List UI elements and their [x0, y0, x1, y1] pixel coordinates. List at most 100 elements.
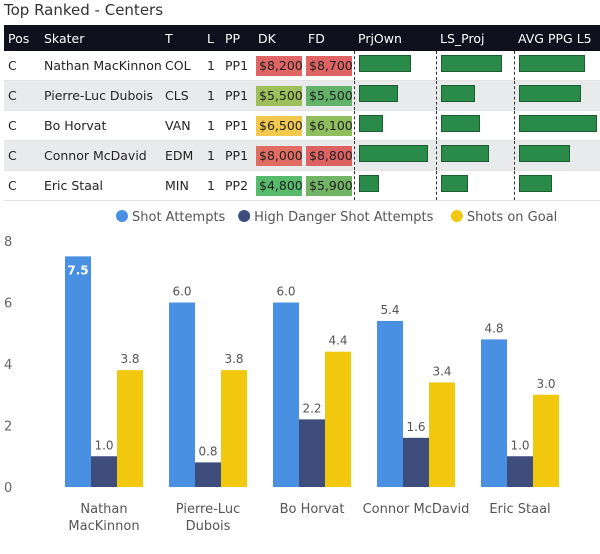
- dk-salary-value: $4,800: [256, 175, 303, 196]
- bar-1: [91, 456, 117, 487]
- team-cell: VAN: [161, 110, 203, 141]
- team-cell: EDM: [161, 140, 203, 171]
- skater-cell: Pierre-Luc Dubois: [40, 80, 161, 111]
- pp-cell: PP1: [221, 80, 254, 111]
- data-label: 3.8: [120, 352, 139, 366]
- prjown-bar: [358, 175, 379, 192]
- dk-salary-value: $8,200: [256, 55, 303, 76]
- prjown-bar: [358, 145, 428, 162]
- column-header[interactable]: AVG PPG L5: [514, 25, 600, 51]
- legend-label-1: High Danger Shot Attempts: [254, 210, 433, 225]
- pp-cell: PP1: [221, 140, 254, 171]
- line-cell: 1: [203, 80, 221, 111]
- column-header[interactable]: L: [203, 25, 221, 51]
- ls-proj-bar-cell: [435, 140, 514, 171]
- skater-cell: Nathan MacKinnon: [40, 51, 161, 81]
- legend-marker-2: [450, 210, 463, 222]
- ls-proj-bar: [440, 85, 475, 102]
- avg-ppg-bar-cell: [513, 51, 600, 81]
- x-tick-label: MacKinnon: [68, 519, 139, 534]
- prjown-bar-cell: [353, 140, 436, 171]
- legend-label-0: Shot Attempts: [132, 210, 226, 225]
- data-label: 6.0: [172, 285, 191, 299]
- prjown-bar: [358, 115, 383, 132]
- ls-proj-bar-cell: [435, 110, 514, 141]
- avg-ppg-bar: [518, 85, 581, 102]
- avg-ppg-bar: [518, 145, 570, 162]
- bar-0: [481, 339, 507, 487]
- x-tick-label: Nathan: [80, 502, 127, 517]
- avg-ppg-bar: [518, 175, 552, 192]
- column-header[interactable]: Skater: [40, 25, 161, 51]
- dk-salary-cell: $8,200: [254, 51, 304, 81]
- ls-proj-bar: [440, 145, 489, 162]
- team-cell: MIN: [161, 170, 203, 201]
- dk-salary-value: $5,500: [256, 85, 303, 106]
- prjown-bar-cell: [353, 80, 436, 111]
- fd-salary-cell: $5,900: [304, 170, 354, 201]
- column-header[interactable]: PrjOwn: [354, 25, 436, 51]
- fd-salary-value: $8,800: [306, 145, 353, 166]
- team-cell: CLS: [161, 80, 203, 111]
- bar-2: [221, 370, 247, 487]
- fd-salary-cell: $6,100: [304, 110, 354, 141]
- dk-salary-cell: $5,500: [254, 80, 304, 111]
- fd-salary-value: $6,100: [306, 115, 353, 136]
- y-tick-label: 8: [4, 235, 12, 250]
- pp-cell: PP1: [221, 110, 254, 141]
- avg-ppg-bar-cell: [513, 110, 600, 141]
- bar-0: [65, 256, 91, 487]
- data-label: 5.4: [380, 303, 399, 317]
- data-label: 7.5: [67, 263, 88, 277]
- data-label: 1.0: [94, 438, 113, 452]
- pos-cell: C: [4, 51, 40, 81]
- column-header[interactable]: DK: [254, 25, 304, 51]
- bar-1: [403, 437, 429, 487]
- legend-marker-1: [238, 210, 251, 222]
- fd-salary-value: $5,900: [306, 175, 353, 196]
- table-row[interactable]: C Nathan MacKinnon COL 1 PP1 $8,200 $8,700: [4, 51, 600, 81]
- x-tick-label: Eric Staal: [489, 502, 550, 517]
- pos-cell: C: [4, 80, 40, 111]
- fd-salary-value: $8,700: [306, 55, 353, 76]
- bar-0: [273, 302, 299, 487]
- dk-salary-cell: $6,500: [254, 110, 304, 141]
- prjown-bar: [358, 85, 398, 102]
- pos-cell: C: [4, 110, 40, 141]
- pp-cell: PP2: [221, 170, 254, 201]
- shots-chart: Shot Attempts High Danger Shot Attempts Sh…: [0, 200, 600, 550]
- table-row[interactable]: C Bo Horvat VAN 1 PP1 $6,500 $6,100: [4, 110, 600, 141]
- bar-2: [117, 370, 143, 487]
- avg-ppg-bar-cell: [513, 170, 600, 201]
- avg-ppg-bar-cell: [513, 80, 600, 111]
- column-header[interactable]: T: [161, 25, 203, 51]
- prjown-bar-cell: [353, 51, 436, 81]
- table-row[interactable]: C Eric Staal MIN 1 PP2 $4,800 $5,900: [4, 170, 600, 201]
- legend-label-2: Shots on Goal: [467, 210, 557, 225]
- column-header[interactable]: FD: [304, 25, 354, 51]
- data-label: 1.6: [406, 420, 425, 434]
- table-row[interactable]: C Pierre-Luc Dubois CLS 1 PP1 $5,500 $5,500: [4, 80, 600, 111]
- ranking-table: Pos Skater T L PP DK FD PrjOwn LS_Proj AVG PPG L5…: [4, 25, 600, 201]
- column-header[interactable]: PP: [221, 25, 254, 51]
- y-tick-label: 2: [4, 420, 12, 435]
- pos-cell: C: [4, 170, 40, 201]
- pp-cell: PP1: [221, 51, 254, 81]
- column-header[interactable]: LS_Proj: [436, 25, 514, 51]
- bar-1: [195, 462, 221, 487]
- table-row[interactable]: C Connor McDavid EDM 1 PP1 $8,000 $8,800: [4, 140, 600, 171]
- x-tick-label: Dubois: [186, 519, 231, 534]
- dk-salary-value: $8,000: [256, 145, 303, 166]
- legend-marker-0: [116, 210, 128, 222]
- ls-proj-bar-cell: [435, 80, 514, 111]
- bar-2: [325, 351, 351, 487]
- dk-salary-value: $6,500: [256, 115, 303, 136]
- data-label: 6.0: [276, 285, 295, 299]
- bar-0: [169, 302, 195, 487]
- column-header[interactable]: Pos: [4, 25, 40, 51]
- bar-1: [299, 419, 325, 487]
- bar-1: [507, 456, 533, 487]
- fd-salary-cell: $5,500: [304, 80, 354, 111]
- avg-ppg-bar: [518, 55, 585, 72]
- skater-cell: Eric Staal: [40, 170, 161, 201]
